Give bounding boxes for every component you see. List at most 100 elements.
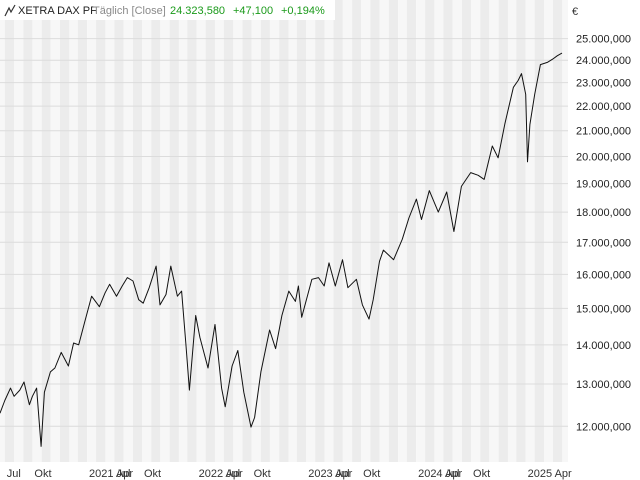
month-band	[352, 0, 362, 462]
month-band	[434, 0, 444, 462]
x-tick-label: 2022 Apr	[199, 468, 243, 480]
month-band	[14, 0, 24, 462]
month-band	[205, 0, 215, 462]
change-value: +47,100	[233, 5, 273, 17]
month-band	[151, 0, 161, 462]
x-tick-label: Jul	[445, 468, 459, 480]
month-band	[471, 0, 481, 462]
month-band	[169, 0, 179, 462]
month-band	[398, 0, 407, 462]
month-band	[105, 0, 115, 462]
month-band	[480, 0, 490, 462]
month-band	[379, 0, 389, 462]
month-band	[160, 0, 170, 462]
month-band	[196, 0, 206, 462]
month-band	[4, 0, 15, 462]
month-band	[498, 0, 508, 462]
month-band	[279, 0, 289, 462]
x-tick-label: 2023 Apr	[308, 468, 352, 480]
month-band	[562, 0, 568, 462]
month-band	[50, 0, 61, 462]
x-tick-label: Jul	[336, 468, 350, 480]
month-band	[525, 0, 535, 462]
month-band	[69, 0, 78, 462]
month-band	[507, 0, 517, 462]
y-tick-label: 21.000,000	[576, 126, 631, 138]
background-bands	[0, 0, 568, 462]
month-band	[443, 0, 453, 462]
month-band	[333, 0, 343, 462]
series-line	[0, 52, 563, 447]
month-band	[452, 0, 463, 462]
month-band	[251, 0, 261, 462]
y-tick-label: 23.000,000	[576, 78, 631, 90]
month-band	[60, 0, 70, 462]
y-tick-label: 13.000,000	[576, 379, 631, 391]
x-tick-label: 2021 Apr	[89, 468, 133, 480]
month-band	[306, 0, 316, 462]
month-band	[296, 0, 307, 462]
month-band	[342, 0, 353, 462]
month-band	[214, 0, 224, 462]
x-tick-label: Okt	[254, 468, 271, 480]
change-percent: +0,194%	[281, 5, 325, 17]
y-tick-label: 15.000,000	[576, 303, 631, 315]
month-band	[462, 0, 472, 462]
month-band	[41, 0, 51, 462]
x-tick-label: Okt	[363, 468, 380, 480]
month-band	[114, 0, 124, 462]
month-band	[32, 0, 42, 462]
month-band	[315, 0, 325, 462]
month-band	[242, 0, 252, 462]
month-band	[269, 0, 280, 462]
y-tick-label: 22.000,000	[576, 101, 631, 113]
x-tick-label: Jul	[7, 468, 21, 480]
month-band	[388, 0, 399, 462]
x-tick-label: 2025 Apr	[528, 468, 572, 480]
month-band	[425, 0, 435, 462]
month-band	[187, 0, 197, 462]
y-tick-label: 19.000,000	[576, 179, 631, 191]
month-band	[361, 0, 371, 462]
month-band	[543, 0, 553, 462]
month-band	[223, 0, 234, 462]
month-band	[416, 0, 426, 462]
month-band	[370, 0, 380, 462]
y-tick-label: 24.000,000	[576, 55, 631, 67]
x-tick-label: Jul	[116, 468, 130, 480]
month-band	[534, 0, 544, 462]
month-band	[23, 0, 33, 462]
period-label: Täglich [Close]	[93, 5, 166, 17]
y-axis-labels: 12.000,000 13.000,000 14.000,000 15.000,000…	[576, 34, 631, 434]
x-tick-label: 2024 Apr	[418, 468, 462, 480]
y-tick-label: 16.000,000	[576, 269, 631, 281]
instrument-name: XETRA DAX PF	[18, 5, 97, 17]
month-band	[0, 0, 5, 462]
month-band	[516, 0, 526, 462]
month-band	[288, 0, 297, 462]
month-band	[142, 0, 152, 462]
month-band	[552, 0, 563, 462]
month-band	[77, 0, 88, 462]
y-tick-label: 17.000,000	[576, 237, 631, 249]
month-band	[123, 0, 133, 462]
month-band	[489, 0, 499, 462]
y-tick-label: 20.000,000	[576, 151, 631, 163]
month-band	[96, 0, 106, 462]
x-tick-label: Jul	[226, 468, 240, 480]
y-tick-label: 14.000,000	[576, 340, 631, 352]
last-price: 24.323,580	[170, 5, 225, 17]
y-tick-label: 18.000,000	[576, 207, 631, 219]
y-tick-label: 12.000,000	[576, 421, 631, 433]
y-tick-label: 25.000,000	[576, 34, 631, 46]
month-band	[406, 0, 417, 462]
month-band	[260, 0, 270, 462]
line-chart-icon	[4, 4, 16, 17]
month-band	[87, 0, 97, 462]
month-band	[324, 0, 334, 462]
month-band	[233, 0, 243, 462]
month-band	[132, 0, 142, 462]
x-tick-label: Okt	[144, 468, 161, 480]
